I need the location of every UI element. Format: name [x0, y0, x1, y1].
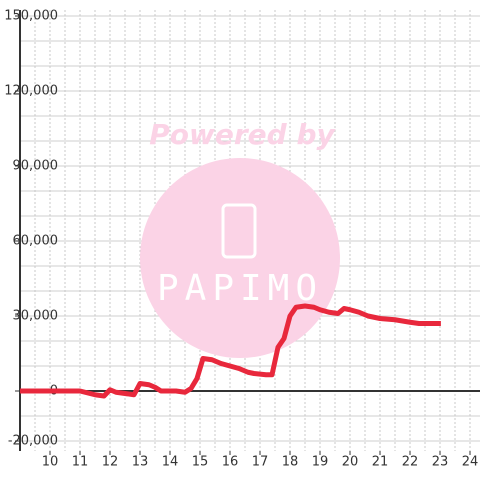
- x-tick-label: 23: [432, 455, 449, 470]
- x-tick-label: 15: [192, 455, 209, 470]
- y-tick-label: 30,000: [13, 309, 59, 324]
- y-tick-label: 150,000: [4, 9, 58, 24]
- x-tick-label: 21: [372, 455, 389, 470]
- x-tick-label: 16: [222, 455, 239, 470]
- watermark-text: Powered by: [149, 118, 336, 151]
- y-tick-label: 120,000: [4, 84, 58, 99]
- watermark-logo: PAPIMO: [157, 268, 323, 309]
- x-tick-label: 11: [72, 455, 89, 470]
- x-tick-label: 13: [132, 455, 149, 470]
- x-tick-label: 10: [42, 455, 59, 470]
- watermark-phone: [221, 203, 257, 259]
- x-tick-label: 20: [342, 455, 359, 470]
- x-tick-label: 24: [462, 455, 479, 470]
- x-tick-label: 17: [252, 455, 269, 470]
- x-tick-label: 22: [402, 455, 419, 470]
- y-tick-label: 90,000: [13, 159, 59, 174]
- y-tick-label: -20,000: [8, 434, 58, 449]
- x-tick-label: 19: [312, 455, 329, 470]
- x-tick-label: 12: [102, 455, 119, 470]
- data-line: [20, 303, 441, 399]
- x-tick-label: 14: [162, 455, 179, 470]
- y-tick-label: 60,000: [13, 234, 59, 249]
- x-tick-label: 18: [282, 455, 299, 470]
- watermark: Powered by PAPIMO: [140, 118, 340, 358]
